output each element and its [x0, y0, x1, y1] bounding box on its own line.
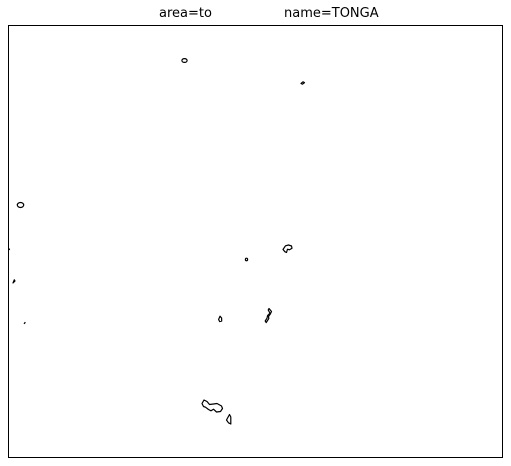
- map-frame: [8, 25, 503, 458]
- map-title: area=to name=TONGA: [0, 6, 511, 24]
- title-name-label: name=TONGA: [284, 6, 379, 21]
- title-area-label: area=to: [159, 6, 212, 21]
